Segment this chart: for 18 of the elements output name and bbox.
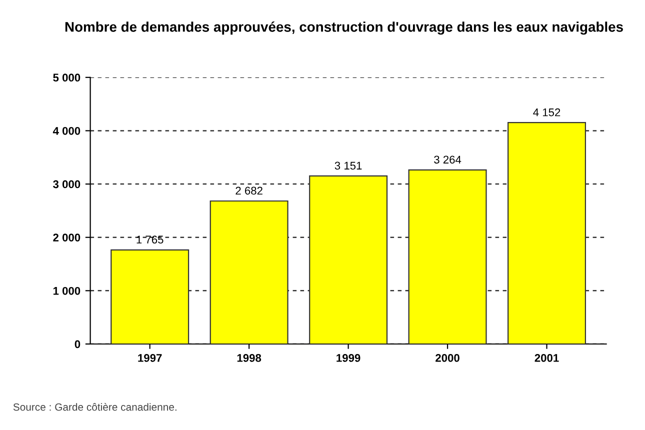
data-label: 3 151 <box>334 162 362 170</box>
y-tick-label: 5 000 <box>53 74 80 82</box>
y-tick-label: 4 000 <box>52 126 80 135</box>
data-label: 3 264 <box>434 156 462 164</box>
source-note: Source : Garde côtière canadienne. <box>13 402 176 411</box>
data-label: 1 765 <box>136 236 164 244</box>
x-tick-label: 2000 <box>436 354 460 362</box>
data-label: 2 682 <box>236 186 262 195</box>
chart-title: Nombre de demandes approuvées, construction d'ouvrage dans les eaux navigables <box>65 22 623 35</box>
y-tick-label: 3 000 <box>53 180 80 188</box>
x-tick-label: 1997 <box>138 354 162 362</box>
y-tick-label: 1 000 <box>53 286 80 295</box>
x-tick-label: 2001 <box>534 354 559 362</box>
y-tick-label: 2 000 <box>53 234 80 242</box>
data-label: 4 152 <box>533 108 560 116</box>
x-tick-label: 1998 <box>237 354 262 362</box>
x-tick-label: 1999 <box>336 354 360 362</box>
y-tick-label: 0 <box>74 340 80 348</box>
